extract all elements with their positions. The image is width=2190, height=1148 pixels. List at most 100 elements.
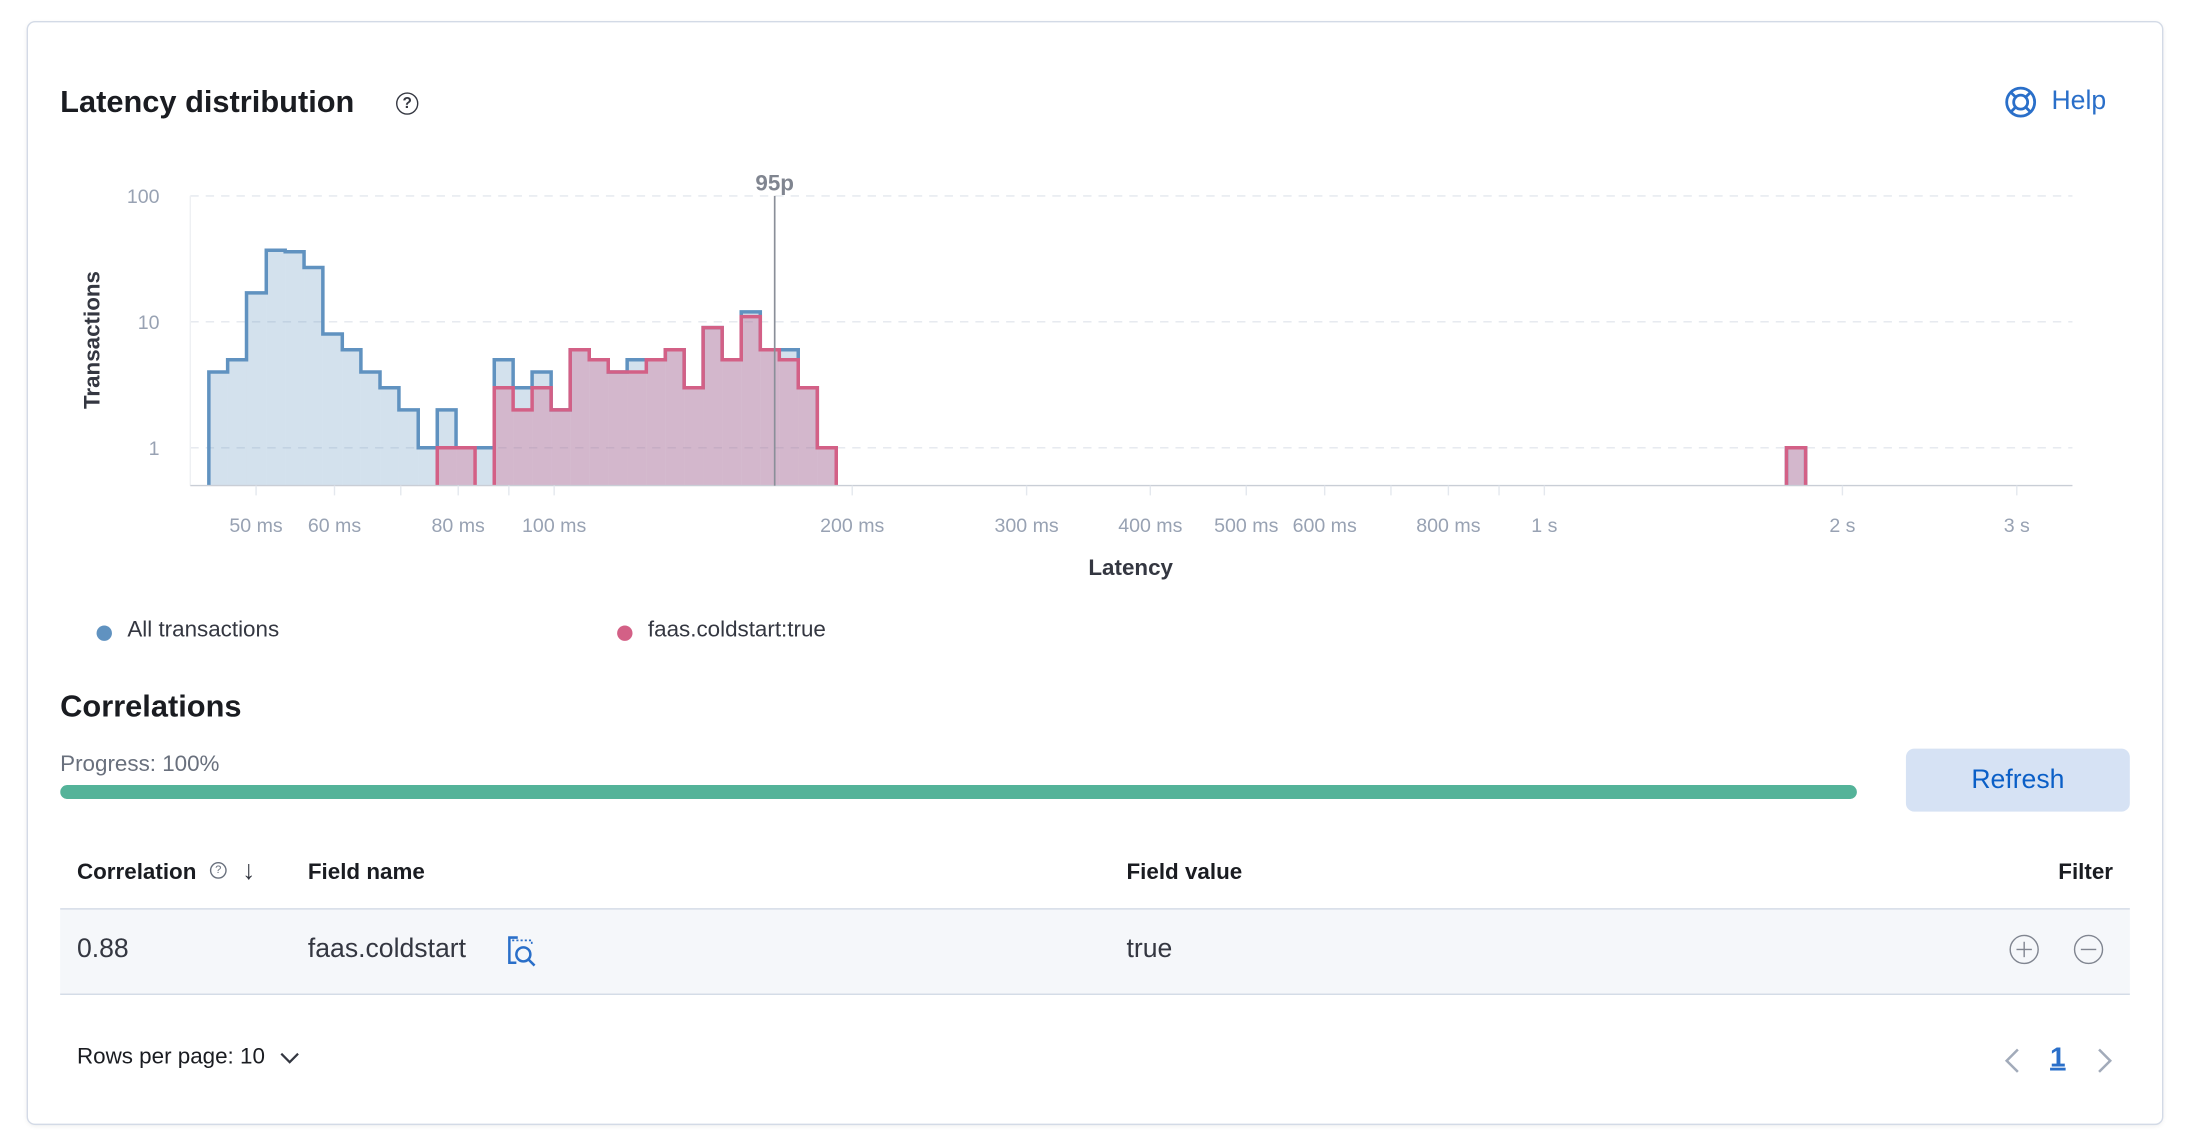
histogram-bar-all-transactions xyxy=(551,409,571,486)
histogram-bar-all-transactions xyxy=(246,292,267,486)
inspect-field-icon[interactable] xyxy=(505,935,539,969)
legend-all-transactions[interactable]: All transactions xyxy=(127,618,280,643)
correlations-title: Correlations xyxy=(60,688,242,724)
correlation-value: 0.88 xyxy=(76,934,129,965)
page-1-link[interactable]: 1 xyxy=(2050,1042,2066,1074)
histogram-bar-coldstart xyxy=(532,387,552,486)
x-tick-label: 400 ms xyxy=(1118,515,1182,537)
rows-per-page-button[interactable]: Rows per page: 10 xyxy=(77,1045,301,1070)
histogram-bar-all-transactions xyxy=(227,359,247,486)
histogram-bar-all-transactions xyxy=(798,387,818,486)
question-circle-icon[interactable]: ? xyxy=(209,862,227,879)
histogram-bar-all-transactions xyxy=(741,311,761,486)
histogram-bar-coldstart xyxy=(684,387,704,486)
histogram-bar-all-transactions xyxy=(513,387,533,486)
histogram-bar-coldstart xyxy=(494,387,514,486)
legend-dot-coldstart xyxy=(617,625,633,641)
question-circle-icon[interactable]: ? xyxy=(396,92,419,115)
histogram-bar-all-transactions xyxy=(304,267,323,486)
histogram-bar-coldstart xyxy=(646,359,666,486)
next-page-icon[interactable] xyxy=(2095,1047,2115,1075)
histogram-bar-all-transactions xyxy=(342,349,361,486)
histogram-bar-coldstart xyxy=(570,349,590,486)
progress-label: Progress: 100% xyxy=(60,752,220,777)
histogram-bar-all-transactions xyxy=(722,359,742,486)
histogram-bar-coldstart xyxy=(779,359,799,486)
histogram-bar-coldstart xyxy=(437,447,457,486)
histogram-bar-coldstart xyxy=(817,447,837,486)
percentile-95-label: 95p xyxy=(755,170,794,195)
x-tick-label: 300 ms xyxy=(994,515,1058,537)
x-tick-label: 60 ms xyxy=(308,515,362,537)
sort-descending-icon[interactable]: ↓ xyxy=(242,856,256,886)
x-tick-label: 100 ms xyxy=(522,515,586,537)
histogram-bar-all-transactions xyxy=(779,349,799,486)
histogram-bar-all-transactions xyxy=(456,447,476,486)
histogram-bar-all-transactions xyxy=(627,359,647,486)
help-label: Help xyxy=(2051,86,2107,117)
histogram-bar-all-transactions xyxy=(608,371,628,486)
x-tick-label: 800 ms xyxy=(1416,515,1480,537)
histogram-bar-all-transactions xyxy=(360,371,381,486)
histogram-bar-coldstart xyxy=(608,371,628,486)
histogram-bar-coldstart xyxy=(1786,447,1806,486)
histogram-bar-all-transactions xyxy=(475,447,495,486)
legend-dot-all-transactions xyxy=(96,625,112,641)
histogram-bar-all-transactions xyxy=(208,371,228,486)
y-axis-label: Transactions xyxy=(79,271,104,409)
chevron-down-icon xyxy=(280,1052,300,1064)
x-tick-label: 3 s xyxy=(2004,515,2030,537)
legend-coldstart[interactable]: faas.coldstart:true xyxy=(647,618,826,643)
histogram-bar-all-transactions xyxy=(418,447,438,486)
histogram-bar-all-transactions xyxy=(285,251,305,486)
histogram-bar-all-transactions xyxy=(589,359,609,486)
x-tick-label: 1 s xyxy=(1531,515,1557,537)
histogram-bar-coldstart xyxy=(760,349,780,486)
histogram-bar-coldstart xyxy=(741,316,761,486)
previous-page-icon[interactable] xyxy=(2002,1047,2022,1075)
x-tick-label: 200 ms xyxy=(820,515,884,537)
histogram-bar-coldstart xyxy=(589,359,609,486)
x-tick-label: 600 ms xyxy=(1293,515,1357,537)
column-header-field-value: Field value xyxy=(1126,860,1243,885)
refresh-button[interactable]: Refresh xyxy=(1905,748,2130,812)
field-name: faas.coldstart xyxy=(307,934,466,965)
filter-include-plus-icon[interactable] xyxy=(2009,934,2039,965)
field-value: true xyxy=(1126,934,1173,965)
histogram-bar-coldstart xyxy=(703,327,723,486)
histogram-bar-all-transactions xyxy=(532,371,552,486)
histogram-bar-coldstart xyxy=(722,359,742,486)
x-tick-label: 80 ms xyxy=(432,515,486,537)
y-tick-label: 1 xyxy=(149,438,160,460)
rows-per-page-label: Rows per page: 10 xyxy=(76,1045,265,1070)
histogram-bar-coldstart xyxy=(665,349,685,486)
progress-bar xyxy=(60,785,1857,800)
histogram-bar-all-transactions xyxy=(703,327,723,486)
histogram-bar-all-transactions xyxy=(665,349,685,486)
histogram-outline-coldstart xyxy=(435,314,838,486)
histogram-bar-all-transactions xyxy=(684,387,704,486)
histogram-bar-all-transactions xyxy=(322,334,343,486)
histogram-bar-all-transactions xyxy=(817,447,837,486)
histogram-bar-all-transactions xyxy=(380,387,399,486)
lifebuoy-icon xyxy=(2005,86,2037,118)
histogram-bar-coldstart xyxy=(456,447,476,486)
filter-exclude-minus-icon[interactable] xyxy=(2073,934,2104,965)
histogram-bar-all-transactions xyxy=(494,359,514,486)
x-tick-label: 500 ms xyxy=(1214,515,1278,537)
histogram-bar-all-transactions xyxy=(1786,447,1806,486)
x-tick-label: 2 s xyxy=(1829,515,1855,537)
column-header-correlation[interactable]: Correlation xyxy=(76,860,197,885)
histogram-bar-coldstart xyxy=(513,409,533,486)
histogram-outline-coldstart xyxy=(1784,446,1808,486)
y-tick-label: 100 xyxy=(127,186,160,208)
latency-correlations-panel xyxy=(26,20,2164,1126)
table-row[interactable] xyxy=(60,908,2130,995)
histogram-bar-coldstart xyxy=(798,387,818,486)
histogram-bar-all-transactions xyxy=(570,349,590,486)
y-tick-label: 10 xyxy=(138,312,160,334)
histogram-bar-all-transactions xyxy=(646,359,666,486)
histogram-bar-all-transactions xyxy=(398,409,419,486)
help-link[interactable]: Help xyxy=(2004,85,2106,119)
column-header-filter: Filter xyxy=(2058,860,2114,885)
